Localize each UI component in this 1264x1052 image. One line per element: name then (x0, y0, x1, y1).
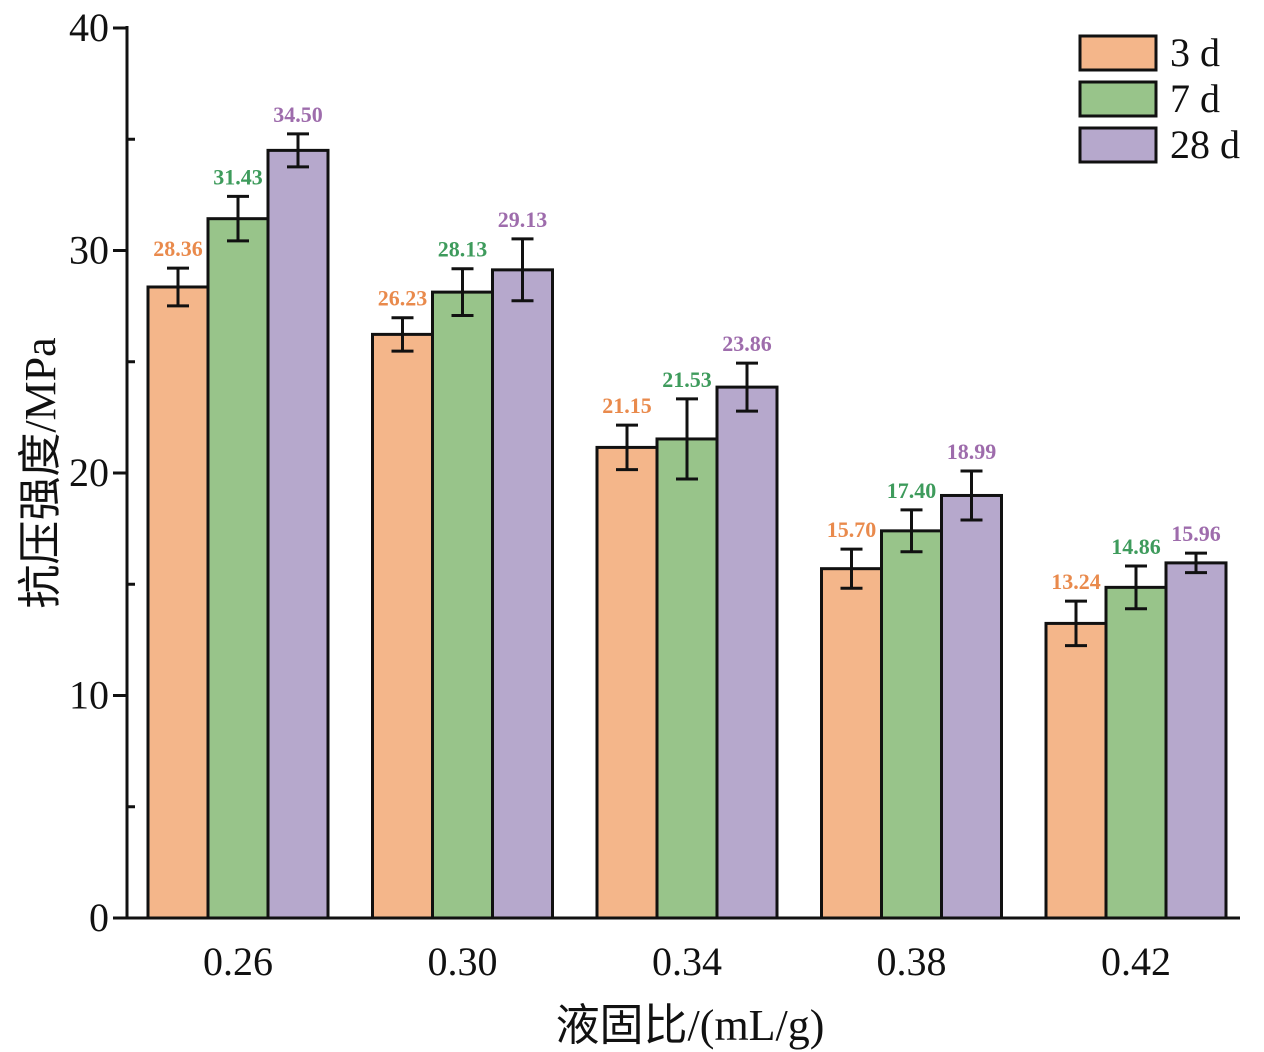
data-label: 28.36 (153, 236, 203, 261)
bar (880, 529, 943, 920)
bar (371, 332, 434, 920)
legend-label: 28 d (1170, 122, 1240, 167)
legend-swatch (1078, 34, 1158, 72)
bar (1104, 585, 1168, 920)
bar (1164, 561, 1228, 920)
bar (431, 290, 494, 920)
bar (146, 285, 210, 920)
y-tick-label: 20 (69, 450, 109, 495)
data-label: 15.96 (1171, 521, 1221, 546)
bar (655, 437, 719, 920)
data-label: 34.50 (273, 102, 323, 127)
data-label: 21.53 (662, 367, 712, 392)
x-tick-label: 0.34 (652, 939, 722, 984)
data-label: 28.13 (438, 237, 488, 262)
bar (1044, 621, 1108, 920)
y-tick-label: 0 (89, 895, 109, 940)
bar (491, 268, 554, 920)
bar (715, 385, 779, 920)
legend: 3 d7 d28 d (1078, 30, 1240, 167)
bar (940, 493, 1003, 920)
data-label: 18.99 (947, 439, 997, 464)
legend-label: 7 d (1170, 76, 1220, 121)
x-tick-label: 0.38 (877, 939, 947, 984)
data-label: 13.24 (1051, 569, 1101, 594)
y-axis-label: 抗压强度/MPa (16, 337, 65, 608)
bar (595, 445, 659, 920)
y-tick-label: 30 (69, 228, 109, 273)
data-label: 17.40 (887, 478, 937, 503)
data-label: 15.70 (827, 517, 877, 542)
data-label: 26.23 (378, 286, 428, 311)
x-tick-label: 0.26 (203, 939, 273, 984)
y-tick-label: 10 (69, 673, 109, 718)
y-tick-label: 40 (69, 5, 109, 50)
data-label: 14.86 (1111, 534, 1161, 559)
legend-swatch (1078, 126, 1158, 164)
data-label: 21.15 (602, 393, 652, 418)
bars: 28.36 31.43 34.50 26.23 28.13 29.13 21.15 21.53… (146, 102, 1228, 920)
data-label: 31.43 (213, 164, 263, 189)
data-label: 23.86 (722, 331, 772, 356)
x-tick-label: 0.30 (428, 939, 498, 984)
legend-swatch (1078, 80, 1158, 118)
bar (820, 567, 883, 920)
x-axis-label: 液固比/(mL/g) (556, 1001, 825, 1050)
data-label: 29.13 (498, 207, 548, 232)
x-tick-label: 0.42 (1101, 939, 1171, 984)
axes: 0.26 0.30 0.34 0.38 0.42 0 10 20 30 40 (69, 5, 1240, 984)
legend-label: 3 d (1170, 30, 1220, 75)
bar (206, 217, 270, 920)
bar (266, 148, 330, 920)
